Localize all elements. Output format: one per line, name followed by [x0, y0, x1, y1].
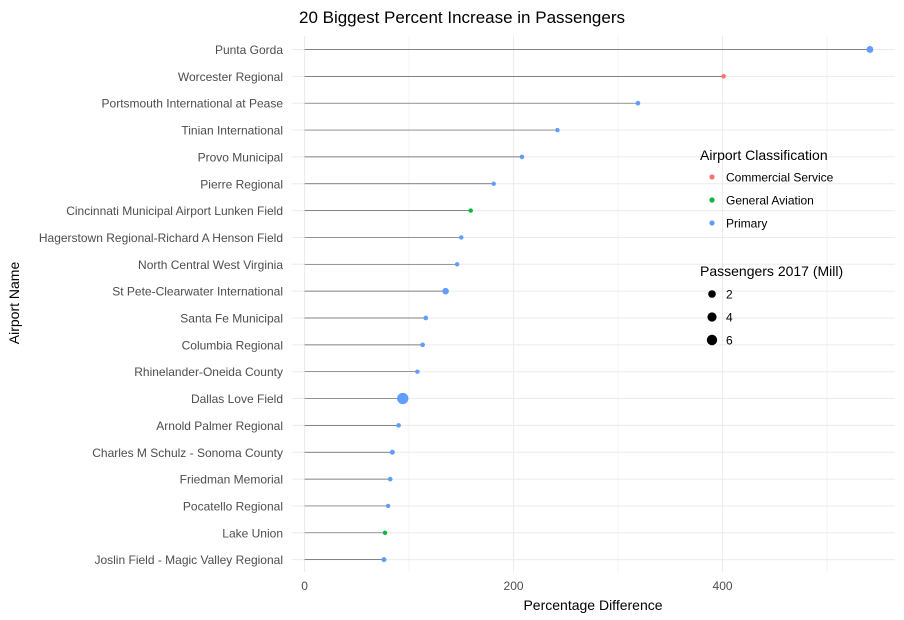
color-legend-title: Airport Classification [700, 147, 828, 163]
y-tick-label: Portsmouth International at Pease [102, 97, 284, 111]
y-tick-label: Columbia Regional [182, 338, 283, 352]
data-point [491, 181, 496, 186]
data-point [396, 423, 401, 428]
size-legend: Passengers 2017 (Mill) 2 4 6 [700, 263, 843, 348]
y-tick-label: Tinian International [181, 124, 283, 138]
grid-lines [292, 36, 895, 572]
y-tick-label: Joslin Field - Magic Valley Regional [94, 553, 283, 567]
y-tick-label: Hagerstown Regional-Richard A Henson Fie… [39, 231, 283, 245]
y-tick-label: Rhinelander-Oneida County [134, 365, 283, 379]
data-point [389, 449, 395, 455]
data-point [382, 530, 388, 536]
x-tick-labels: 0 200 400 [301, 579, 733, 593]
data-point [555, 127, 560, 133]
data-point [420, 342, 425, 348]
data-points [381, 46, 874, 563]
y-tick-label: Santa Fe Municipal [180, 312, 283, 326]
data-point [459, 235, 464, 240]
y-tick-label: Worcester Regional [178, 70, 283, 84]
y-tick-label: Punta Gorda [215, 43, 283, 57]
data-point [519, 154, 525, 160]
lollipop-stems [304, 49, 870, 561]
x-tick-label: 200 [504, 579, 524, 593]
data-point [454, 262, 460, 267]
y-tick-label: North Central West Virginia [138, 258, 283, 272]
legend-label-size: 4 [726, 311, 733, 325]
y-tick-label: Charles M Schulz - Sonoma County [92, 446, 283, 460]
color-legend: Airport Classification Commercial Servic… [700, 147, 834, 231]
legend-key-color [709, 174, 715, 180]
data-point [721, 74, 726, 79]
legend-label-color: Primary [726, 217, 767, 231]
data-point [442, 287, 449, 295]
y-tick-label: Pocatello Regional [183, 499, 283, 513]
data-point [635, 100, 641, 106]
chart-title: 20 Biggest Percent Increase in Passenger… [299, 8, 625, 27]
legend-label-size: 6 [726, 334, 733, 348]
legend-key-color [709, 220, 715, 226]
y-tick-label: Lake Union [222, 526, 283, 540]
x-tick-label: 0 [301, 579, 308, 593]
legend-label-color: General Aviation [726, 194, 814, 208]
data-point [381, 557, 387, 563]
y-tick-label: Arnold Palmer Regional [156, 419, 283, 433]
data-point [397, 392, 409, 405]
y-tick-label: Cincinnati Municipal Airport Lunken Fiel… [66, 204, 283, 218]
y-tick-label: Provo Municipal [198, 150, 283, 164]
y-tick-label: Dallas Love Field [191, 392, 283, 406]
y-tick-label: Friedman Memorial [180, 473, 283, 487]
data-point [387, 476, 393, 482]
data-point [385, 503, 391, 509]
y-tick-label: St Pete-Clearwater International [112, 285, 283, 299]
legend-key-color [709, 197, 715, 203]
legend-key-size [708, 290, 716, 298]
data-point [866, 46, 874, 53]
y-axis-title: Airport Name [6, 262, 22, 345]
y-tick-labels: Punta Gorda Worcester Regional Portsmouth … [39, 43, 283, 567]
data-point [423, 315, 429, 321]
size-legend-title: Passengers 2017 (Mill) [700, 263, 843, 279]
x-tick-label: 400 [713, 579, 733, 593]
legend-key-size [706, 334, 718, 346]
data-point [468, 208, 473, 213]
legend-key-size [707, 312, 717, 322]
x-axis-title: Percentage Difference [523, 597, 662, 613]
legend-label-size: 2 [726, 288, 733, 302]
legend-label-color: Commercial Service [726, 171, 834, 185]
data-point [415, 369, 420, 374]
y-tick-label: Pierre Regional [200, 177, 283, 191]
